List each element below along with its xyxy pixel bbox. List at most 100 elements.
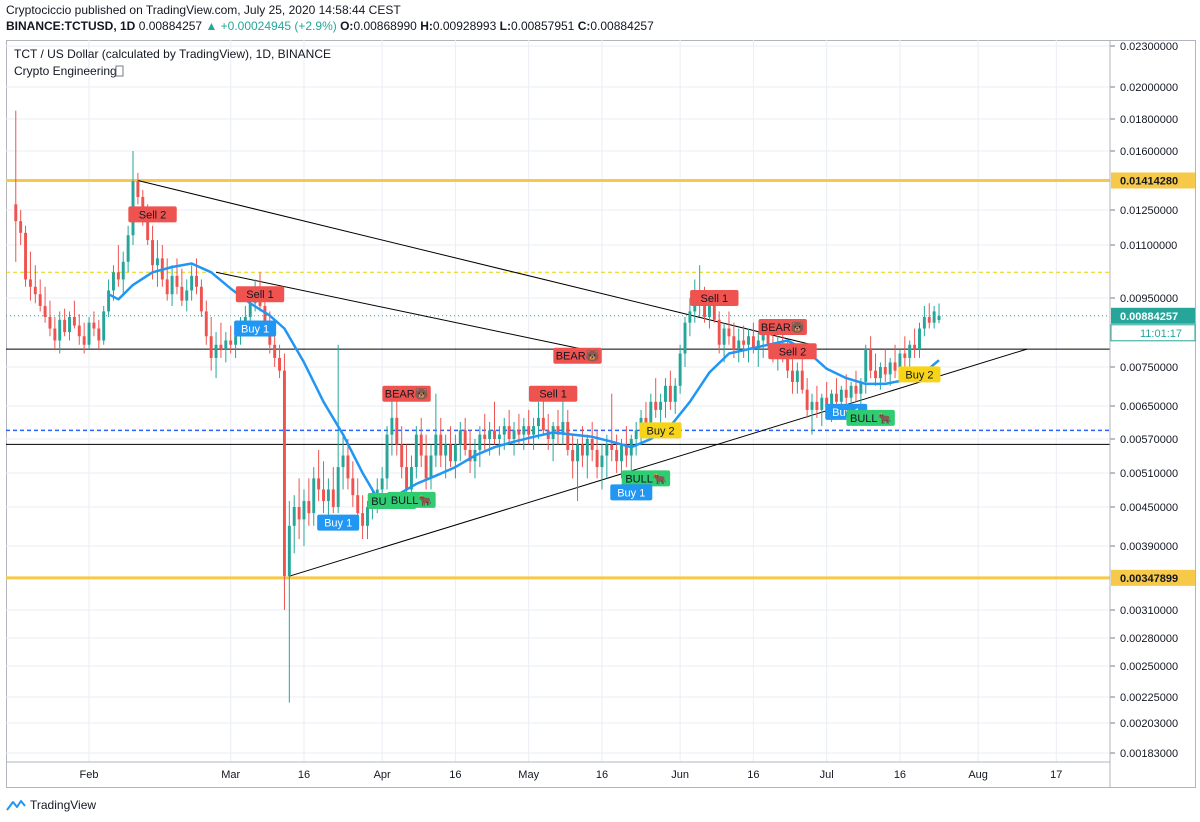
- x-tick-label: May: [518, 769, 539, 781]
- signal-labels: Sell 2 Sell 1 Buy 1 BEAR🐻 BULL🐂 BULL🐂 Buy 1 BEA…: [128, 206, 941, 531]
- candle-body: [737, 340, 741, 350]
- candle-body: [326, 489, 330, 502]
- candle-body: [908, 344, 912, 358]
- signal-label: BULL🐂: [387, 491, 436, 508]
- candle-body: [634, 430, 638, 439]
- x-tick-label: Mar: [221, 769, 240, 781]
- candle-body: [742, 340, 746, 345]
- candle-body: [429, 455, 433, 479]
- grid: [6, 40, 1196, 788]
- candle-body: [151, 240, 155, 266]
- candle-body: [556, 426, 560, 435]
- candle-body: [33, 286, 37, 295]
- candle-body: [390, 417, 394, 435]
- candle-body: [561, 421, 565, 435]
- candle-body: [19, 221, 23, 233]
- indicator-settings-icon[interactable]: [115, 65, 124, 77]
- signal-label-box: [317, 514, 360, 531]
- y-tick-label: 0.00310000: [1120, 605, 1178, 617]
- candle-body: [190, 275, 194, 291]
- signal-label: BULL🐂: [846, 409, 895, 426]
- candle-body: [600, 455, 604, 468]
- candle-body: [927, 316, 931, 323]
- signal-label-text: Sell 1: [246, 289, 274, 301]
- signal-label: Buy 1: [610, 484, 653, 501]
- candle-body: [82, 336, 86, 345]
- candle-body: [385, 434, 389, 479]
- candle-body: [512, 430, 516, 439]
- candle-body: [116, 272, 120, 280]
- candle-body: [336, 467, 340, 507]
- candle-body: [517, 430, 521, 435]
- price-tag-label: 0.00347899: [1120, 573, 1178, 585]
- countdown-tag: [1110, 324, 1196, 342]
- trend-line: [137, 180, 813, 346]
- candle-body: [346, 455, 350, 479]
- candle-body: [585, 439, 589, 456]
- candle-body: [214, 344, 218, 358]
- price-chart[interactable]: Sell 2 Sell 1 Buy 1 BEAR🐻 BULL🐂 BULL🐂 Buy 1 BEA…: [6, 40, 1196, 788]
- candle-body: [937, 315, 941, 321]
- candle-body: [683, 322, 687, 354]
- trend-line: [289, 348, 1028, 577]
- x-tick-label: Jul: [820, 769, 834, 781]
- signal-label-text: Sell 2: [779, 346, 807, 358]
- candle-body: [649, 401, 653, 427]
- y-tick-label: 0.00450000: [1120, 502, 1178, 514]
- chart-frame[interactable]: Sell 2 Sell 1 Buy 1 BEAR🐻 BULL🐂 BULL🐂 Buy 1 BEA…: [6, 40, 1196, 788]
- candle-body: [795, 370, 799, 382]
- y-tick-label: 0.01800000: [1120, 114, 1178, 126]
- candle-body: [786, 357, 790, 371]
- signal-label-box: [235, 286, 285, 303]
- price-tag-label: 0.01414280: [1120, 175, 1178, 187]
- signal-label-text: Buy 2: [647, 425, 675, 437]
- candle-body: [468, 449, 472, 462]
- signal-label-box: [553, 347, 602, 364]
- candle-body: [405, 467, 409, 490]
- candle-body: [331, 489, 335, 507]
- open-label: O:: [340, 19, 354, 33]
- x-tick-label: Feb: [80, 769, 99, 781]
- candle-body: [400, 444, 404, 468]
- candle-body: [541, 417, 545, 431]
- candle-body: [756, 340, 760, 350]
- candle-body: [903, 353, 907, 358]
- signal-label-box: [768, 343, 817, 360]
- x-tick-label: 17: [1050, 769, 1062, 781]
- candle-body: [463, 430, 467, 450]
- candle-body: [434, 434, 438, 456]
- candle-body: [605, 444, 609, 456]
- candle-body: [302, 501, 306, 520]
- candle-body: [14, 204, 18, 222]
- candle-body: [199, 286, 203, 312]
- candle-body: [722, 328, 726, 345]
- signal-label: BULL🐂: [621, 470, 671, 487]
- candle-body: [839, 389, 843, 402]
- candle-body: [229, 340, 233, 345]
- candle-body: [351, 478, 355, 496]
- horizontal-lines: [6, 178, 1110, 580]
- candle-body: [502, 426, 506, 435]
- candle-body: [419, 434, 423, 456]
- candle-body: [732, 336, 736, 350]
- y-tick-label: 0.00750000: [1120, 362, 1178, 374]
- candle-body: [24, 232, 28, 280]
- candle-body: [453, 444, 457, 462]
- candle-body: [58, 319, 62, 341]
- candle-body: [195, 275, 198, 287]
- candle-body: [424, 455, 428, 479]
- candle-body: [913, 344, 917, 350]
- signal-label-text: Buy 1: [617, 487, 645, 499]
- candle-body: [810, 401, 814, 410]
- signal-label: BEAR🐻: [382, 385, 431, 402]
- candle-body: [72, 316, 76, 326]
- candle-body: [282, 370, 286, 577]
- candle-body: [668, 385, 672, 402]
- candle-body: [898, 353, 902, 371]
- candle-body: [170, 275, 174, 295]
- y-tick-label: 0.00250000: [1120, 661, 1178, 673]
- candle-body: [805, 389, 809, 410]
- candle-body: [439, 434, 443, 456]
- y-tick-label: 0.01600000: [1120, 146, 1178, 158]
- signal-label-text: BEAR🐻: [761, 320, 805, 334]
